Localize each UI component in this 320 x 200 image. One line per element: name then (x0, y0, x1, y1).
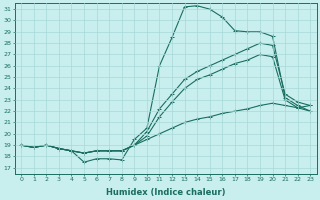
X-axis label: Humidex (Indice chaleur): Humidex (Indice chaleur) (106, 188, 226, 197)
